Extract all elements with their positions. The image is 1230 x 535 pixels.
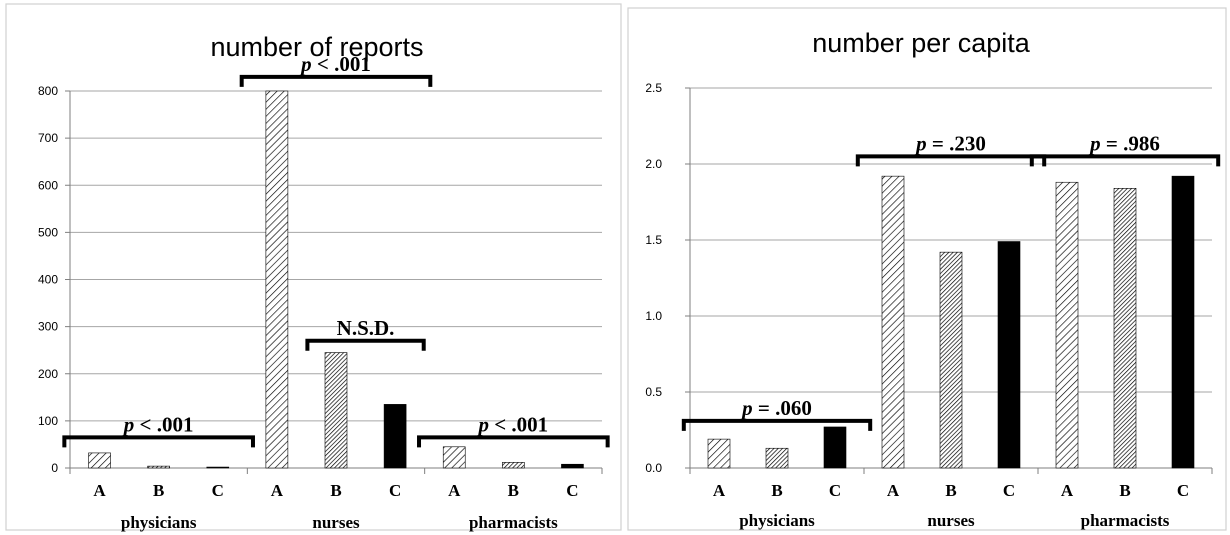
significance-bracket bbox=[239, 74, 433, 87]
y-tick-label: 1.0 bbox=[645, 309, 662, 323]
group-label: physicians bbox=[121, 513, 197, 532]
bar-nurses-C bbox=[997, 241, 1021, 469]
y-tick-label: 0 bbox=[51, 461, 58, 475]
bar-physicians-A bbox=[88, 452, 111, 469]
bar-pharmacists-A bbox=[442, 446, 466, 469]
x-tick-label: C bbox=[1003, 481, 1015, 500]
y-tick-label: 0.0 bbox=[645, 461, 662, 475]
chart-number-of-reports: number of reports 0 100 200 300 400 500 600 700… bbox=[5, 3, 622, 532]
significance-label: p = .230 bbox=[914, 131, 986, 155]
y-tick-label: 2.5 bbox=[645, 81, 662, 95]
y-tick-label: 2.0 bbox=[645, 157, 662, 171]
y-tick-label: 1.5 bbox=[645, 233, 662, 247]
x-tick-label: B bbox=[153, 481, 164, 500]
bar-nurses-C bbox=[383, 404, 407, 469]
bar-pharmacists-B bbox=[502, 462, 525, 469]
x-tick-label: C bbox=[566, 481, 578, 500]
x-tick-label: B bbox=[1119, 481, 1130, 500]
significance-label: p < .001 bbox=[122, 412, 194, 436]
chart-title: number of reports bbox=[210, 32, 423, 62]
x-tick-label: B bbox=[771, 481, 782, 500]
significance-bracket bbox=[855, 154, 1047, 167]
x-tick-label: B bbox=[945, 481, 956, 500]
bar-nurses-B bbox=[939, 251, 963, 469]
bar-nurses-A bbox=[265, 90, 289, 469]
chart-title: number per capita bbox=[812, 28, 1031, 58]
x-tick-label: A bbox=[713, 481, 726, 500]
y-tick-label: 0.5 bbox=[645, 385, 662, 399]
significance-label: p = .986 bbox=[1088, 131, 1160, 155]
group-label: pharmacists bbox=[469, 513, 558, 532]
bar-physicians-B bbox=[765, 447, 789, 469]
significance-bracket bbox=[62, 435, 255, 448]
bar-physicians-A bbox=[707, 438, 731, 469]
group-label: nurses bbox=[927, 511, 975, 530]
x-tick-label: A bbox=[271, 481, 284, 500]
x-tick-label: A bbox=[448, 481, 461, 500]
bar-nurses-A bbox=[881, 175, 905, 469]
significance-label: N.S.D. bbox=[337, 316, 395, 340]
x-tick-label: C bbox=[829, 481, 841, 500]
group-label: nurses bbox=[312, 513, 360, 532]
x-tick-label: B bbox=[330, 481, 341, 500]
x-tick-label: A bbox=[1061, 481, 1074, 500]
chart-number-per-capita: number per capita 0.0 0.5 1.0 1.5 2.0 2.5 A B Cp… bbox=[627, 7, 1227, 531]
y-tick-label: 700 bbox=[38, 131, 58, 145]
y-tick-label: 100 bbox=[38, 414, 58, 428]
bar-physicians-C bbox=[823, 426, 847, 469]
y-tick-label: 300 bbox=[38, 320, 58, 334]
x-tick-label: A bbox=[887, 481, 900, 500]
significance-bracket bbox=[1029, 154, 1221, 167]
significance-bracket bbox=[417, 435, 610, 448]
y-tick-label: 200 bbox=[38, 367, 58, 381]
x-tick-label: C bbox=[212, 481, 224, 500]
x-tick-label: C bbox=[389, 481, 401, 500]
group-label: pharmacists bbox=[1081, 511, 1170, 530]
significance-label: p < .001 bbox=[299, 52, 371, 76]
significance-label: p = .060 bbox=[740, 396, 812, 420]
bar-physicians-B bbox=[147, 465, 170, 469]
x-tick-label: C bbox=[1177, 481, 1189, 500]
y-tick-label: 600 bbox=[38, 178, 58, 192]
y-tick-label: 800 bbox=[38, 84, 58, 98]
x-tick-label: A bbox=[93, 481, 106, 500]
group-label: physicians bbox=[739, 511, 815, 530]
bar-physicians-C bbox=[206, 466, 230, 469]
significance-bracket bbox=[681, 418, 873, 431]
bar-pharmacists-B bbox=[1113, 188, 1137, 469]
bar-pharmacists-A bbox=[1055, 181, 1079, 469]
y-tick-label: 500 bbox=[38, 225, 58, 239]
bar-pharmacists-C bbox=[561, 463, 584, 469]
chart-frame bbox=[5, 3, 622, 531]
y-tick-label: 400 bbox=[38, 273, 58, 287]
significance-label: p < .001 bbox=[476, 412, 548, 436]
bar-pharmacists-C bbox=[1171, 175, 1195, 469]
bar-nurses-B bbox=[324, 352, 348, 469]
significance-bracket bbox=[305, 338, 426, 351]
x-tick-label: B bbox=[508, 481, 519, 500]
